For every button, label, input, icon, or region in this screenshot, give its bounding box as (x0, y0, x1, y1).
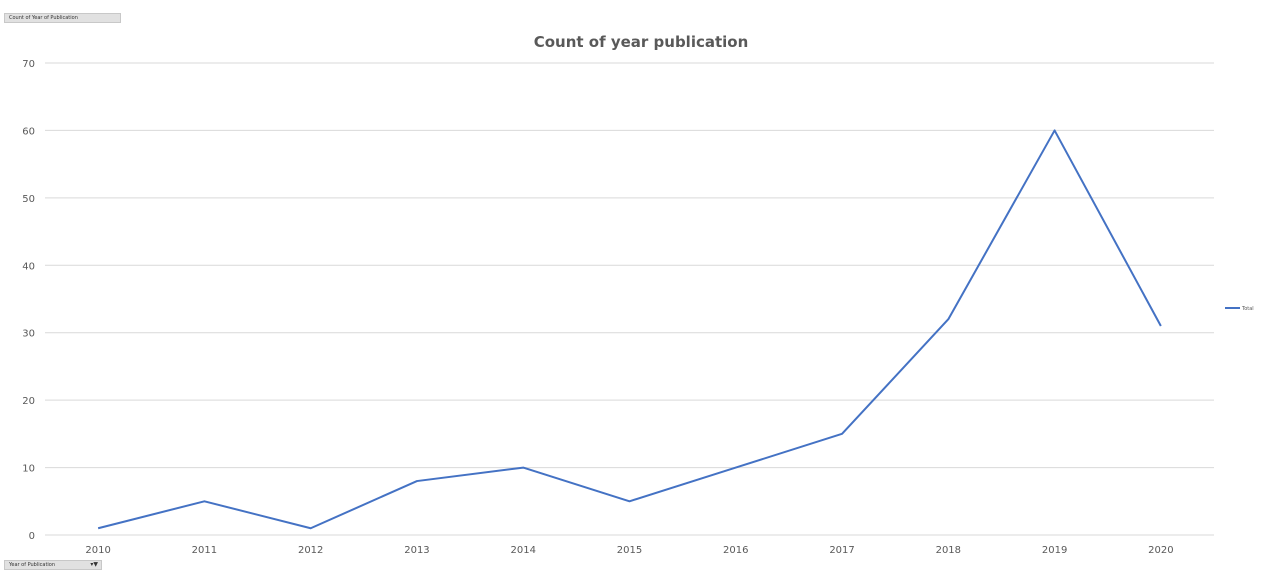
y-tick-label: 20 (22, 396, 35, 407)
y-tick-label: 30 (22, 329, 35, 340)
gridlines (45, 62, 1214, 536)
axis-field-label: Year of Publication (9, 562, 56, 568)
series-group (96, 128, 1163, 531)
x-tick-label: 2019 (1042, 545, 1067, 556)
x-tick-label: 2011 (192, 545, 217, 556)
dropdown-filter-icon[interactable]: ▾▼ (90, 561, 98, 568)
data-point[interactable] (308, 526, 313, 531)
legend-entry-total: Total (1241, 306, 1254, 312)
y-tick-label: 70 (22, 59, 35, 70)
data-point[interactable] (627, 499, 632, 504)
data-point[interactable] (414, 479, 419, 484)
x-tick-label: 2013 (404, 545, 429, 556)
data-point[interactable] (202, 499, 207, 504)
y-axis-ticks: 0 10 20 30 40 50 60 70 (22, 59, 35, 542)
series-line-total[interactable] (97, 129, 1162, 530)
legend[interactable]: Total (1225, 306, 1254, 312)
chart-title: Count of year publication (534, 33, 749, 51)
y-tick-label: 60 (22, 126, 35, 137)
x-tick-label: 2016 (723, 545, 748, 556)
x-tick-label: 2017 (829, 545, 854, 556)
data-point[interactable] (946, 317, 951, 322)
y-tick-label: 0 (29, 531, 35, 542)
y-tick-label: 50 (22, 194, 35, 205)
data-point[interactable] (1158, 323, 1163, 328)
data-point[interactable] (733, 465, 738, 470)
data-point[interactable] (840, 431, 845, 436)
x-tick-label: 2014 (511, 545, 536, 556)
x-tick-label: 2010 (85, 545, 110, 556)
x-tick-label: 2018 (936, 545, 961, 556)
x-tick-label: 2012 (298, 545, 323, 556)
x-tick-label: 2015 (617, 545, 642, 556)
axis-field-button[interactable]: Year of Publication ▾▼ (4, 560, 102, 570)
data-point[interactable] (96, 526, 101, 531)
value-field-button[interactable]: Count of Year of Publication (4, 13, 121, 23)
data-point[interactable] (1052, 128, 1057, 133)
y-tick-label: 10 (22, 464, 35, 475)
y-tick-label: 40 (22, 261, 35, 272)
x-tick-label: 2020 (1148, 545, 1173, 556)
x-axis-ticks: 2010 2011 2012 2013 2014 2015 2016 2017 2018 2019… (85, 545, 1173, 556)
data-point[interactable] (521, 465, 526, 470)
